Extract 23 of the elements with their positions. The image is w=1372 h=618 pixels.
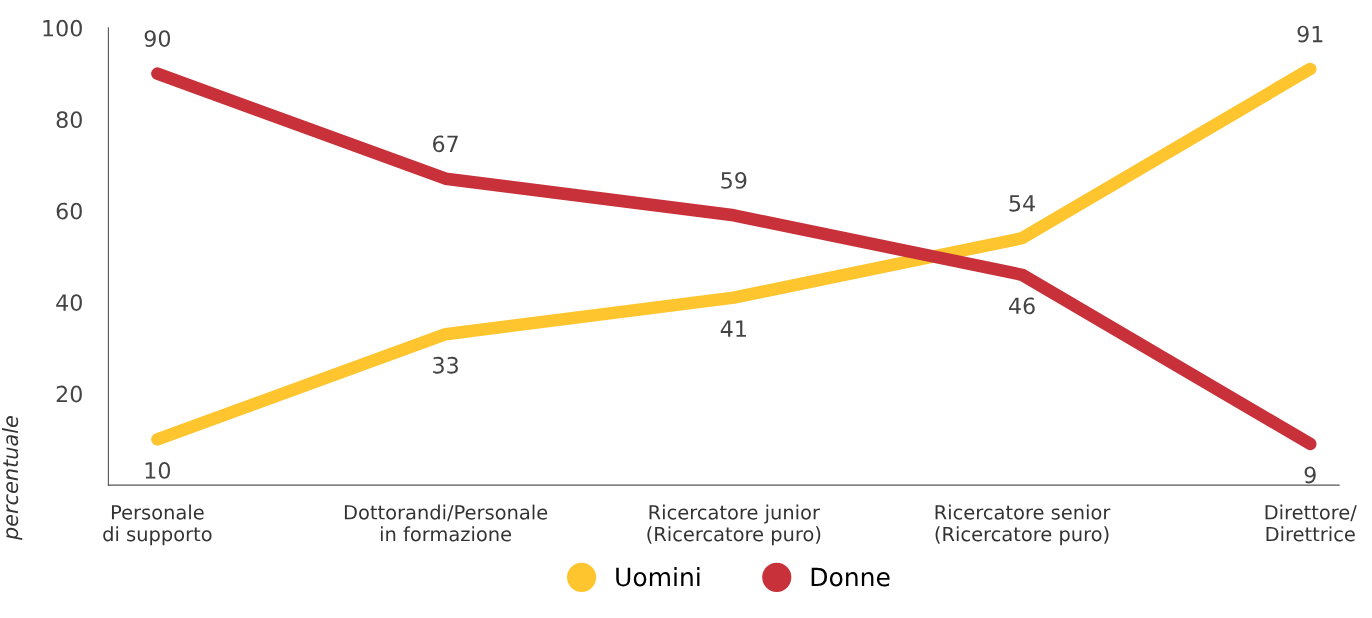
- x-tick-label: Personale di supporto: [103, 504, 212, 546]
- y-axis-title: percentuale: [2, 416, 23, 541]
- data-label: 46: [1008, 297, 1035, 315]
- data-label: 9: [1304, 466, 1316, 484]
- data-label: 90: [144, 30, 171, 48]
- y-tick-label: 60: [56, 202, 82, 220]
- data-label: 41: [720, 320, 746, 337]
- data-label: 54: [1009, 195, 1035, 212]
- data-label: 67: [433, 135, 458, 153]
- data-label: 59: [721, 171, 747, 189]
- data-label: 91: [1297, 25, 1323, 43]
- x-tick-label: Direttore/ Direttrice: [1265, 504, 1357, 542]
- legend-label: Donne: [811, 567, 890, 587]
- data-label: 33: [433, 356, 458, 374]
- data-label: 10: [145, 462, 171, 479]
- y-tick-label: 100: [43, 19, 82, 37]
- y-tick-label: 40: [56, 294, 82, 311]
- x-tick-label: Ricercatore senior (Ricercatore puro): [935, 504, 1111, 546]
- y-tick-label: 20: [56, 385, 82, 403]
- legend-label: Uomini: [616, 567, 700, 587]
- x-tick-label: Dottorandi/Personale in formazione: [344, 504, 548, 542]
- y-tick-label: 80: [56, 111, 82, 129]
- x-tick-label: Ricercatore junior (Ricercatore puro): [647, 504, 821, 546]
